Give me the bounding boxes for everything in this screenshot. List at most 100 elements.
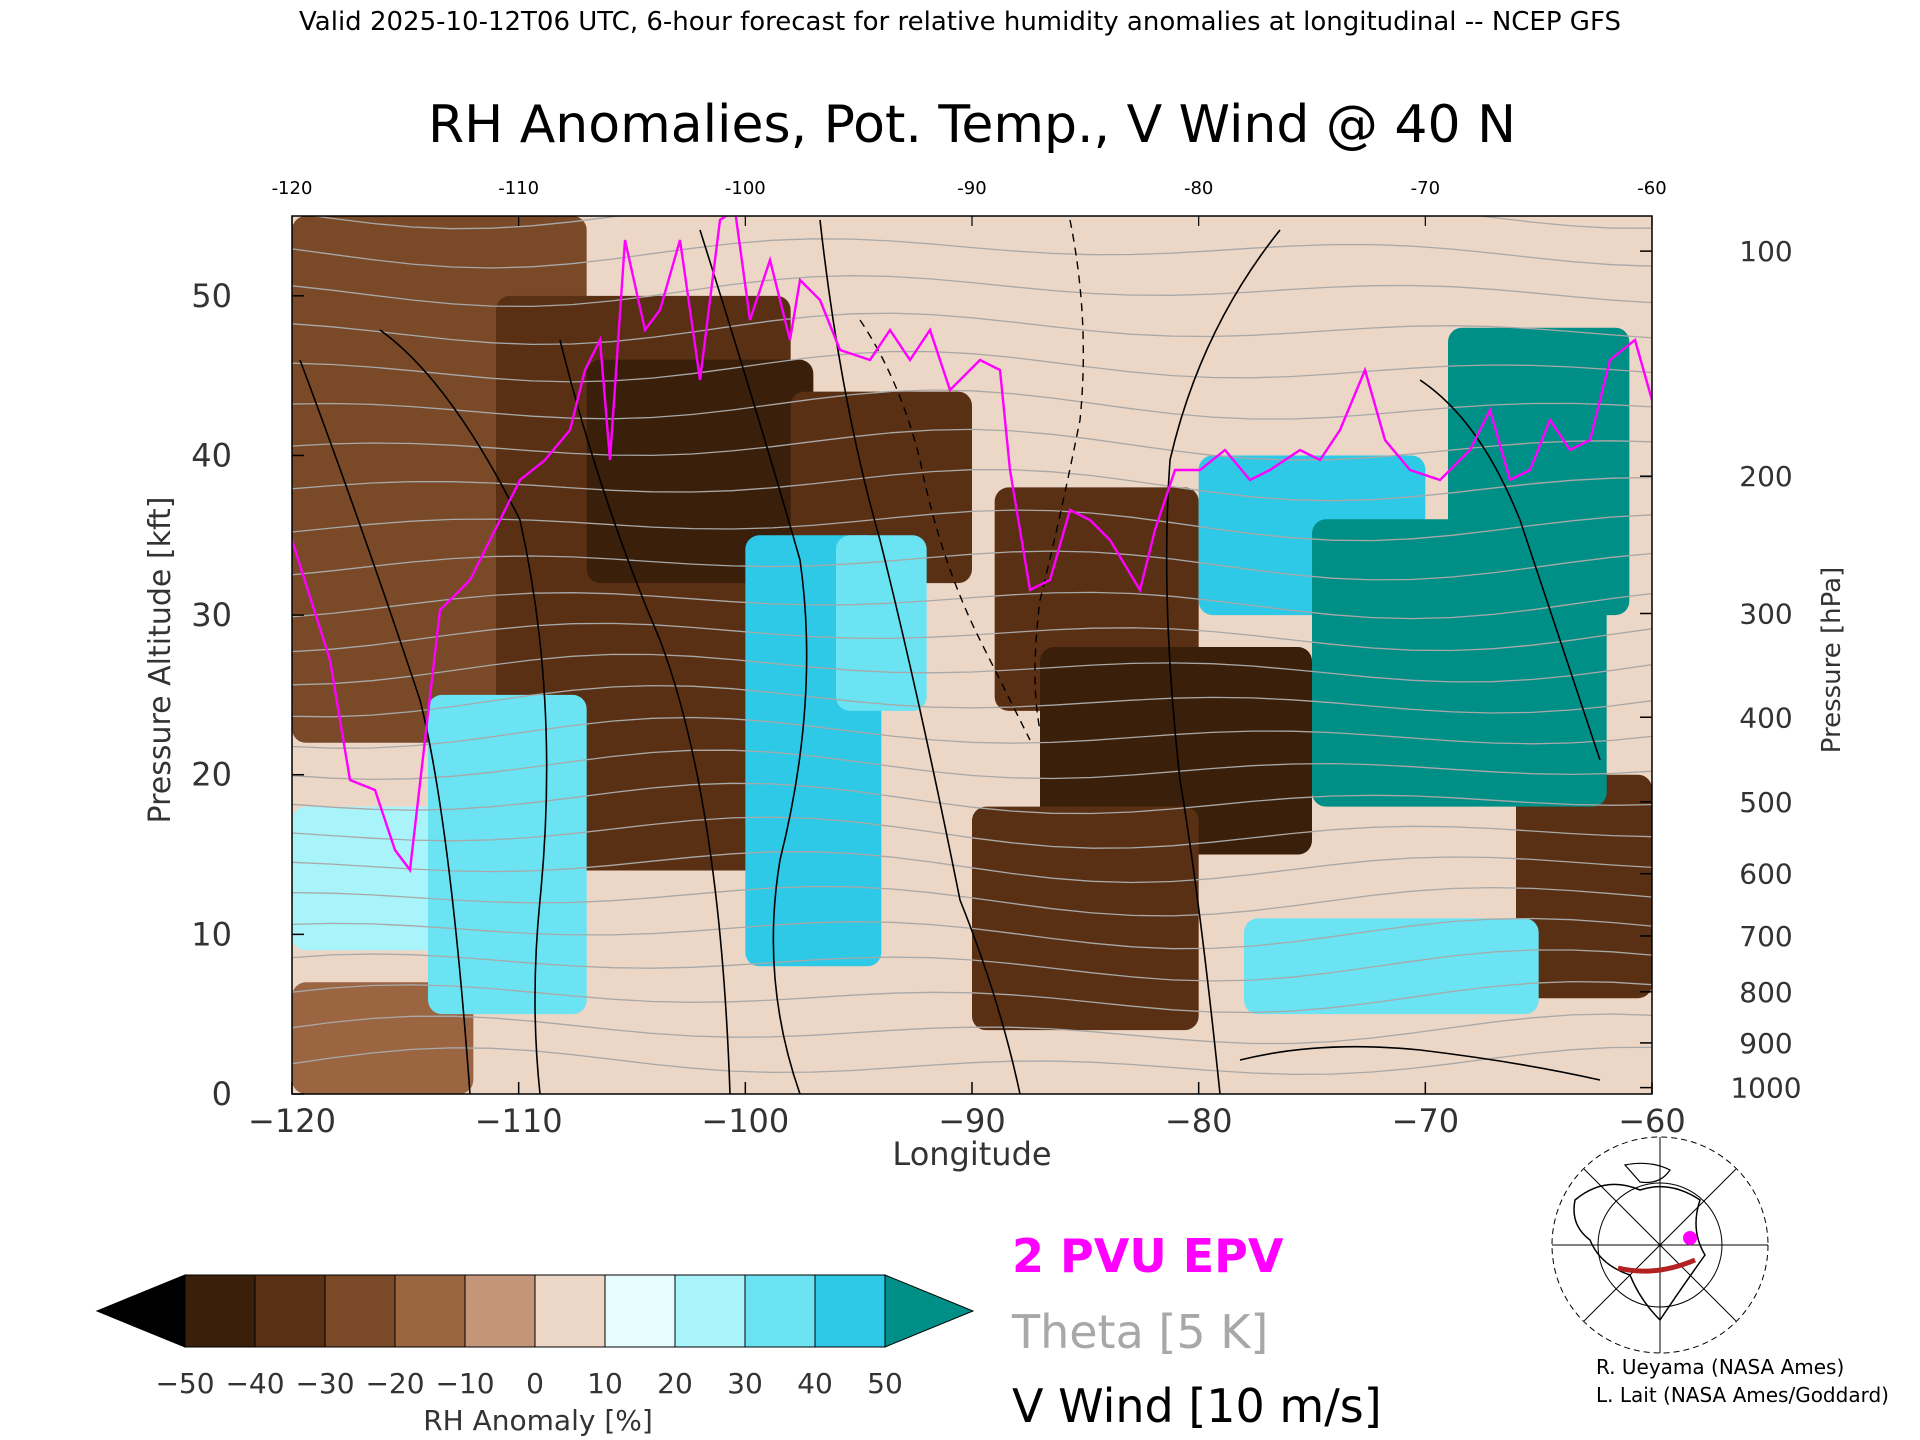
colorbar-low-extend xyxy=(95,1274,186,1348)
theta-contour-2 xyxy=(292,980,1652,1014)
rh-region-6 xyxy=(972,806,1199,1031)
pressure-tick-label: 100 xyxy=(1739,235,1792,268)
y-tick-label: 30 xyxy=(191,596,232,634)
theta-contour-12 xyxy=(292,653,1652,686)
wind-legend-label: V Wind [10 m/s] xyxy=(1012,1379,1382,1433)
theta-contour-24 xyxy=(310,216,1652,230)
top-tick-label: -90 xyxy=(957,178,986,199)
top-tick-label: -110 xyxy=(498,178,539,199)
y-tick-label: 10 xyxy=(191,915,232,953)
v-wind-negative-contour-0 xyxy=(859,319,1031,741)
y-axis-kft: 0 10 20 30 40 50 xyxy=(191,277,304,1113)
v-wind-negative-contour-1 xyxy=(1034,219,1085,731)
v-wind-contours xyxy=(299,219,1601,1094)
rh-region-7 xyxy=(1516,774,1652,999)
colorbar-tick-label: 30 xyxy=(727,1367,763,1400)
theta-contour-7 xyxy=(292,816,1652,849)
rh-region-9 xyxy=(292,806,451,951)
y-tick-label: 40 xyxy=(191,436,232,474)
v-wind-contour-2 xyxy=(559,339,731,1094)
locator-map xyxy=(1551,1136,1769,1354)
v-wind-contour-7 xyxy=(1239,1045,1601,1081)
theta-contour-17 xyxy=(292,469,1652,502)
colorbar-tick-label: −50 xyxy=(155,1367,214,1400)
colorbar-tick-label: 20 xyxy=(657,1367,693,1400)
pressure-tick-label: 400 xyxy=(1739,701,1792,734)
plot-area xyxy=(291,215,1653,1095)
x-tick-label: −80 xyxy=(1165,1102,1233,1140)
y-tick-label: 0 xyxy=(212,1075,232,1113)
theta-contour-10 xyxy=(292,716,1652,749)
colorbar-tick-label: −20 xyxy=(365,1367,424,1400)
theta-contours xyxy=(292,216,1652,1076)
theta-contour-20 xyxy=(292,350,1652,383)
theta-contour-16 xyxy=(292,509,1652,542)
x-tick-label: −100 xyxy=(701,1102,789,1140)
theta-contour-15 xyxy=(292,550,1652,581)
colorbar-bin xyxy=(604,1274,676,1348)
colorbar-bin xyxy=(394,1274,466,1348)
colorbar-tick-label: 40 xyxy=(797,1367,833,1400)
x-tick-label: −60 xyxy=(1618,1102,1686,1140)
colorbar-bin xyxy=(254,1274,326,1348)
x-tick-label: −120 xyxy=(248,1102,336,1140)
y-axis-label: Pressure Altitude [kft] xyxy=(143,497,178,824)
epv-legend-label: 2 PVU EPV xyxy=(1012,1229,1284,1283)
rh-anomaly-field xyxy=(292,216,1652,1094)
rh-region-16 xyxy=(1448,327,1630,616)
top-tick-label: -70 xyxy=(1411,178,1440,199)
pressure-tick-label: 500 xyxy=(1739,786,1792,819)
theta-contour-4 xyxy=(292,917,1652,950)
theta-contour-21 xyxy=(292,312,1652,346)
colorbar-bin xyxy=(814,1274,886,1348)
v-wind-contour-6 xyxy=(1419,379,1601,761)
colorbar-label: RH Anomaly [%] xyxy=(423,1404,653,1437)
pressure-tick-label: 700 xyxy=(1739,920,1792,953)
theta-contour-22 xyxy=(292,275,1652,308)
colorbar-bin xyxy=(324,1274,396,1348)
y-tick-label: 20 xyxy=(191,756,232,794)
top-longitude-axis: -120 -110 -100 -90 -80 -70 -60 xyxy=(272,178,1667,226)
rh-region-12 xyxy=(836,535,927,711)
pressure-tick-label: 200 xyxy=(1739,460,1792,493)
x-tick-label: −70 xyxy=(1392,1102,1460,1140)
colorbar-bin xyxy=(464,1274,536,1348)
colorbar-tick-label: −10 xyxy=(435,1367,494,1400)
pressure-tick-label: 900 xyxy=(1739,1027,1792,1060)
colorbar-tick-label: −30 xyxy=(295,1367,354,1400)
colorbar-tick-label: 0 xyxy=(526,1367,544,1400)
x-tick-label: −90 xyxy=(938,1102,1006,1140)
pressure-axis-label: Pressure [hPa] xyxy=(1817,567,1847,754)
valid-time-header: Valid 2025-10-12T06 UTC, 6-hour forecast… xyxy=(299,7,1621,37)
x-axis: −120 −110 −100 −90 −80 −70 −60 xyxy=(248,1082,1686,1140)
v-wind-contour-5 xyxy=(1165,229,1281,1094)
v-wind-contour-1 xyxy=(379,329,548,1094)
x-axis-label: Longitude xyxy=(892,1135,1051,1173)
colorbar-bin xyxy=(744,1274,816,1348)
pressure-tick-label: 600 xyxy=(1739,858,1792,891)
colorbar-tick-label: 50 xyxy=(867,1367,903,1400)
colorbar-bin xyxy=(674,1274,746,1348)
top-tick-label: -60 xyxy=(1637,178,1666,199)
theta-contour-3 xyxy=(292,949,1652,982)
theta-contour-1 xyxy=(292,1013,1652,1045)
v-wind-contour-0 xyxy=(299,359,471,1094)
colorbar: −50 −40 −30 −20 −10 0 10 20 30 40 50 xyxy=(95,1274,975,1400)
rh-region-8 xyxy=(292,982,474,1094)
pressure-tick-label: 800 xyxy=(1739,976,1792,1009)
v-wind-contour-4 xyxy=(819,219,1021,1094)
credit-line-1: R. Ueyama (NASA Ames) xyxy=(1596,1355,1844,1379)
credit-line-2: L. Lait (NASA Ames/Goddard) xyxy=(1596,1383,1889,1407)
top-tick-label: -120 xyxy=(272,178,313,199)
colorbar-tick-label: −40 xyxy=(225,1367,284,1400)
top-tick-label: -100 xyxy=(725,178,766,199)
pressure-tick-label: 1000 xyxy=(1730,1072,1801,1105)
theta-contour-8 xyxy=(292,782,1652,815)
epv-line xyxy=(292,216,1652,874)
theta-contour-9 xyxy=(292,749,1652,781)
pressure-axis: 100 200 300 400 500 600 700 800 900 1000 xyxy=(1640,235,1802,1105)
theta-contour-19 xyxy=(292,389,1652,420)
x-tick-label: −110 xyxy=(475,1102,563,1140)
v-wind-contour-3 xyxy=(699,229,808,1094)
